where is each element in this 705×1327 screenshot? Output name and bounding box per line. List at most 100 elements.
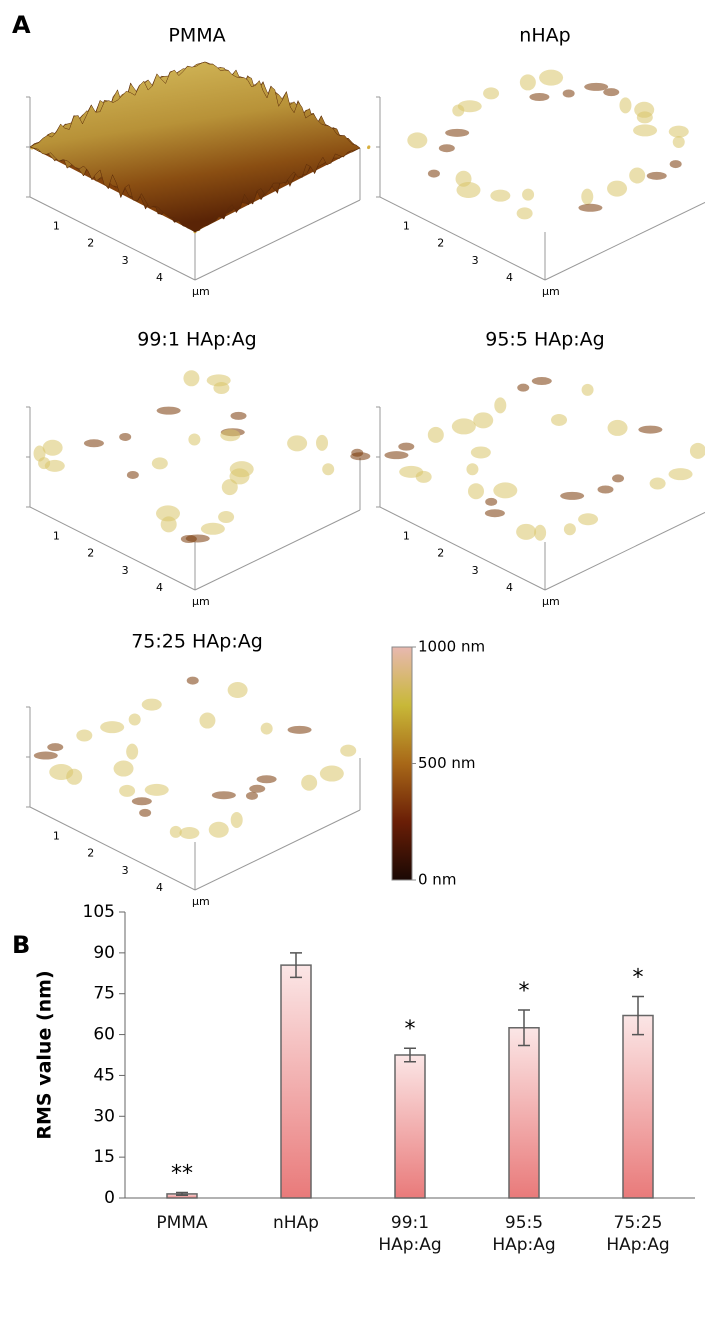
afm-grain	[427, 426, 444, 443]
afm-grain	[578, 513, 599, 526]
y-tick-label: 15	[93, 1147, 115, 1167]
afm-grain	[33, 751, 58, 760]
axis-tick-label: 3	[122, 564, 129, 577]
afm-grain	[38, 457, 51, 470]
afm-grain	[646, 171, 667, 180]
axis-unit: µm	[542, 595, 560, 608]
axis-tick-label: 1	[53, 219, 60, 232]
axis-tick-label: 4	[506, 271, 513, 284]
afm-grain	[139, 808, 152, 817]
colorbar	[391, 646, 413, 881]
afm-grain	[169, 825, 182, 838]
afm-grain	[517, 383, 530, 392]
colorbar-label: 1000 nm	[418, 638, 485, 656]
afm-grain	[466, 463, 479, 476]
afm-grain	[151, 457, 168, 470]
afm-grain	[322, 463, 335, 476]
afm-grain	[415, 470, 432, 483]
box-edge	[379, 506, 546, 591]
x-tick-label: 95:5 HAp:Ag	[492, 1213, 556, 1255]
afm-grain	[672, 135, 685, 148]
axis-tick-label: 2	[437, 237, 444, 250]
error-bar	[176, 1191, 188, 1197]
afm-grain	[451, 418, 476, 435]
afm-grain	[319, 765, 344, 782]
afm-grain	[607, 419, 628, 436]
afm-grain	[301, 774, 318, 791]
afm-grain	[185, 534, 210, 543]
box-edge	[194, 509, 361, 591]
axis-tick-label: 3	[122, 864, 129, 877]
afm-grain	[42, 439, 63, 456]
afm-grain	[126, 743, 139, 760]
bar	[508, 1027, 540, 1199]
box-edge	[29, 196, 196, 281]
panel-title: 95:5 HAp:Ag	[485, 329, 605, 351]
significance: **	[171, 1162, 193, 1187]
afm-grain	[220, 429, 241, 442]
axis-tick-label: 3	[472, 564, 479, 577]
afm-grain	[455, 170, 472, 187]
error-bar	[518, 1009, 530, 1047]
box-edge	[544, 511, 705, 591]
afm-grain	[113, 760, 134, 777]
afm-grain	[76, 729, 93, 742]
afm-grain	[287, 725, 312, 734]
afm-grain	[160, 516, 177, 533]
afm-grain	[367, 146, 371, 150]
afm-grain	[230, 411, 247, 420]
afm-surface	[29, 61, 361, 233]
afm-grain	[126, 470, 139, 479]
y-tick-label: 90	[93, 943, 115, 963]
afm-grain	[100, 721, 125, 734]
afm-grain	[256, 775, 277, 784]
box-edge	[544, 201, 705, 281]
afm-grain	[539, 69, 564, 86]
axis-unit: µm	[192, 595, 210, 608]
afm-grain	[131, 797, 152, 806]
axis-tick-label: 3	[472, 254, 479, 267]
afm-grain	[156, 406, 181, 415]
panel-label: A	[12, 11, 31, 39]
afm-grain	[634, 101, 655, 118]
axis-tick-label: 3	[122, 254, 129, 267]
afm-grain	[619, 97, 632, 114]
afm-grain	[200, 522, 225, 535]
afm-grain	[581, 383, 594, 396]
axis-tick-label: 1	[403, 529, 410, 542]
axis-tick-label: 1	[53, 829, 60, 842]
y-tick-label: 45	[93, 1065, 115, 1085]
axis-tick-label: 2	[437, 547, 444, 560]
box-edge	[379, 196, 546, 281]
afm-grain	[529, 93, 550, 102]
afm-grain	[649, 477, 666, 490]
significance: *	[519, 979, 530, 1004]
afm-grain	[581, 188, 594, 205]
afm-grain	[584, 82, 609, 91]
afm-grain	[119, 432, 132, 441]
afm-grain	[47, 743, 64, 752]
significance: *	[405, 1017, 416, 1042]
afm-grain	[493, 482, 518, 499]
y-tick-label: 0	[104, 1188, 115, 1208]
afm-grain	[633, 124, 658, 137]
axis-tick-label: 4	[506, 581, 513, 594]
axis-tick-label: 1	[53, 529, 60, 542]
afm-grain	[516, 523, 537, 540]
y-tick-label: 60	[93, 1025, 115, 1045]
axis-tick-label: 4	[156, 881, 163, 894]
panel-title: nHAp	[519, 25, 570, 47]
afm-grain	[563, 523, 576, 536]
afm-grain	[560, 491, 585, 500]
afm-grain	[445, 128, 470, 137]
afm-grain	[607, 180, 628, 197]
afm-grain	[208, 821, 229, 838]
afm-grain	[551, 413, 568, 426]
y-axis-label: RMS value (nm)	[34, 970, 56, 1139]
afm-grain	[156, 505, 181, 522]
axis-tick-label: 1	[403, 219, 410, 232]
afm-grain	[522, 188, 535, 201]
afm-grain	[612, 474, 625, 483]
afm-grain	[407, 132, 428, 149]
